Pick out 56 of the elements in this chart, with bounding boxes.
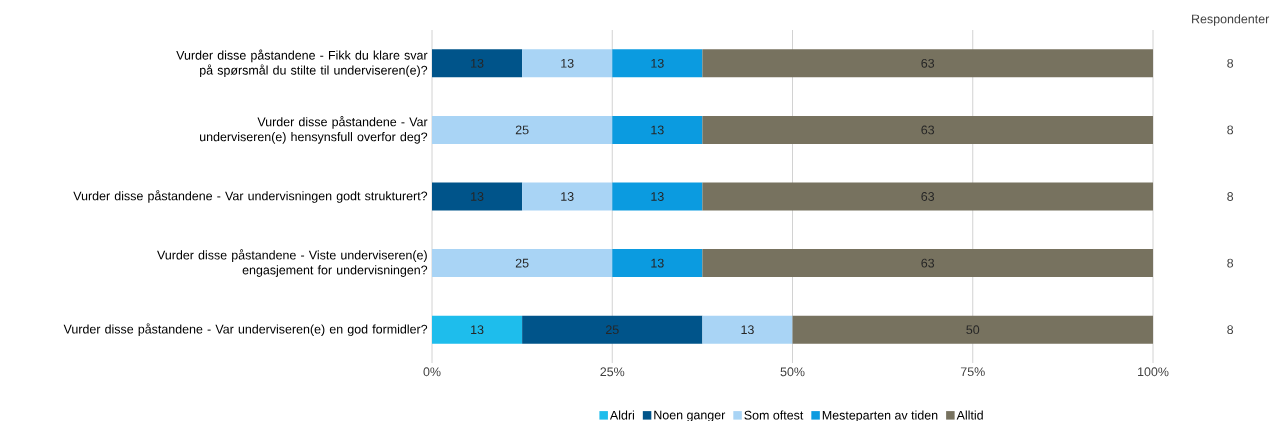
bar (432, 315, 523, 344)
data-label: 13 (651, 58, 664, 68)
data-label: 25 (515, 125, 529, 135)
bar (432, 249, 613, 278)
bar (612, 115, 703, 144)
data-label: 63 (921, 125, 935, 135)
data-label: 63 (921, 58, 935, 68)
data-label: 13 (651, 258, 664, 268)
data-label: 13 (651, 125, 664, 135)
data-label: 63 (921, 258, 935, 268)
bar (612, 49, 703, 78)
data-label: 63 (921, 192, 935, 201)
text: 8 (1227, 125, 1234, 135)
bar (432, 182, 523, 211)
legend-label: Aldri (609, 410, 634, 420)
bar (522, 49, 613, 78)
bar (432, 49, 523, 78)
x-tick-label: 0% (423, 367, 441, 377)
text: 8 (1227, 58, 1234, 68)
bar (522, 315, 703, 344)
legend-label: Noen ganger (654, 410, 726, 421)
x-tick-label: 75% (960, 367, 985, 377)
bar (792, 315, 1154, 344)
bar (612, 249, 703, 278)
x-tick-label: 50% (780, 367, 805, 377)
y-tick-label: Vurder disse påstandene - Var undervisningen godt strukturert? (73, 190, 428, 203)
y-tick-label: Vurder disse påstandene - Var underviseren(e) hensynsfull overfor deg? (200, 116, 428, 144)
text: 8 (1227, 192, 1234, 201)
data-label: 13 (471, 325, 484, 335)
data-label: 50 (966, 325, 980, 335)
bar (702, 315, 793, 344)
bar (522, 182, 613, 211)
data-label: 13 (471, 58, 484, 68)
legend-label: Som oftest (744, 410, 804, 420)
y-tick-label: Vurder disse påstandene - Viste underviseren(e) engasjement for undervisningen? (157, 249, 428, 277)
data-label: 25 (515, 258, 529, 268)
x-tick-label: 100% (1138, 367, 1169, 377)
text: Respondenter (1192, 14, 1270, 26)
data-label: 13 (651, 192, 664, 201)
data-label: 13 (561, 58, 574, 68)
data-label: 13 (741, 325, 754, 335)
data-label: 25 (605, 325, 619, 335)
bar (432, 115, 613, 144)
bar (702, 182, 1154, 211)
text: 8 (1227, 258, 1234, 268)
y-tick-label: Vurder disse påstandene - Var underviseren(e) en god formidler? (63, 323, 428, 337)
data-label: 13 (471, 192, 484, 201)
bar (612, 182, 703, 211)
bar (702, 115, 1154, 144)
x-tick-label: 25% (600, 367, 625, 377)
bar (702, 49, 1154, 78)
bar (702, 249, 1154, 278)
legend-label: Alltid (956, 410, 983, 420)
text: 8 (1227, 325, 1234, 335)
data-label: 13 (561, 192, 574, 201)
y-tick-label: Vurder disse påstandene - Fikk du klare svar på spørsmål du stilte til underviseren(e)? (176, 49, 428, 78)
